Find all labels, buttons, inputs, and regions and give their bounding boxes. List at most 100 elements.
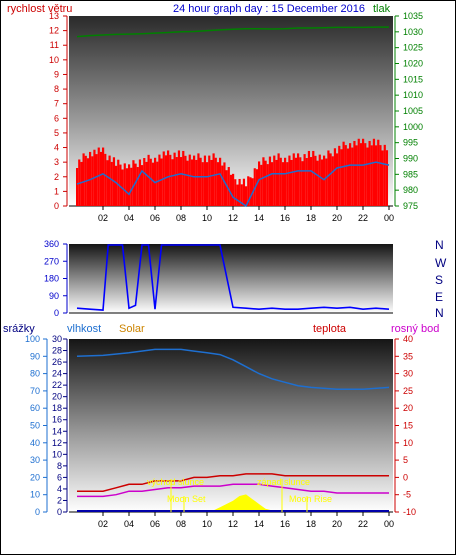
rain-y-tick-label: 18 [52,403,62,413]
wind-gust-bar [247,176,250,206]
wind-gust-bar [284,157,287,206]
pressure-y-tick-label: 1025 [403,43,423,53]
wind-gust-bar [210,159,213,206]
wind-speed-y-tick-label: 10 [49,55,59,65]
temperature-y-tick-label: 35 [403,351,413,361]
wind-gust-bar [379,145,382,206]
rain-y-tick-label: 30 [52,334,62,344]
wind-gust-bar [136,167,139,206]
wind-gust-bar [164,155,168,206]
wind-gust-bar [262,157,265,206]
pressure-y-tick-label: 1000 [403,122,423,132]
wind-gust-bar [288,155,291,206]
wind-gust-bar [355,145,358,206]
wind-gust-bar [206,162,209,206]
wind-gust-bar [238,178,241,206]
humidity-y-tick-label: 20 [30,472,40,482]
wind-gust-bar [86,158,90,206]
wind-gust-bar [195,159,198,206]
wind-gust-bar [225,170,228,206]
wind-gust-bar [134,163,137,206]
temperature-humidity-x-tick-label: 08 [176,519,186,529]
wind-gust-bar [184,155,187,206]
sunrise-annotation: východ slunce [147,477,204,487]
wind-gust-bar [281,162,285,206]
rain-axis-label: srážky [3,323,35,335]
wind-speed-y-tick-label: 13 [49,11,59,21]
temperature-y-tick-label: 15 [403,421,413,431]
direction-label-e: E [435,290,443,304]
wind-pressure-x-tick-label: 22 [358,213,368,223]
wind-gust-bar [303,154,306,206]
wind-gust-bar [149,158,152,206]
wind-gust-bar [119,164,122,206]
wind-gust-bar [338,145,341,206]
pressure-y-tick-label: 975 [403,201,418,211]
wind-gust-bar [95,154,98,206]
wind-gust-bar [312,150,315,206]
humidity-y-tick-label: 30 [30,455,40,465]
temperature-y-tick-label: 30 [403,369,413,379]
wind-gust-bar [203,155,207,206]
wind-speed-y-tick-label: 9 [54,69,59,79]
wind-gust-bar [258,161,261,206]
rain-y-tick-label: 4 [57,484,62,494]
wind-gust-bar [132,160,135,206]
wind-speed-y-tick-label: 3 [54,157,59,167]
wind-gust-bar [214,157,217,206]
rain-y-tick-label: 14 [52,426,62,436]
rain-y-tick-label: 20 [52,392,62,402]
wind-gust-bar [199,157,202,206]
wind-gust-bar [329,153,332,206]
wind-gust-bar [234,179,237,206]
temperature-humidity-x-tick-label: 20 [332,519,342,529]
wind-gust-bar [249,177,252,206]
rain-y-tick-label: 28 [52,346,62,356]
wind-speed-y-tick-label: 0 [54,201,59,211]
temperature-humidity-x-tick-label: 18 [306,519,316,529]
wind-pressure-x-tick-label: 18 [306,213,316,223]
temperature-humidity-x-tick-label: 16 [280,519,290,529]
wind-gust-bar [125,168,129,206]
wind-gust-bar [277,153,280,206]
rain-y-tick-label: 16 [52,415,62,425]
solar-axis-label: Solar [119,323,145,335]
humidity-y-tick-label: 0 [35,507,40,517]
wind-speed-axis-label: rychlost větru [7,3,72,15]
direction-y-tick-label: 180 [44,274,59,284]
temperature-y-tick-label: 20 [403,403,413,413]
wind-gust-bar [141,165,144,206]
wind-pressure-x-tick-label: 00 [384,213,394,223]
wind-gust-bar [236,184,239,206]
direction-y-tick-label: 360 [44,239,59,249]
rain-y-tick-label: 0 [57,507,62,517]
wind-gust-bar [91,156,94,206]
sunset-annotation: západ slunce [257,477,310,487]
humidity-line [76,348,390,390]
temperature-y-tick-label: -10 [403,507,416,517]
wind-gust-bar [167,150,170,206]
wind-gust-bar [305,158,308,206]
humidity-y-tick-label: 40 [30,438,40,448]
temperature-y-tick-label: 0 [403,472,408,482]
wind-gust-bar [208,155,211,206]
wind-gust-bar [370,145,373,206]
moon-rise-annotation: Moon Rise [289,494,332,504]
direction-label-w: W [435,256,447,270]
wind-gust-bar [372,138,376,206]
dew-point-line [77,483,389,498]
wind-gust-bar [336,153,339,206]
pressure-y-tick-label: 990 [403,154,418,164]
wind-gust-bar [299,157,302,206]
wind-gust-bar [385,150,389,206]
wind-gust-bar [344,145,347,206]
rain-y-tick-label: 8 [57,461,62,471]
pressure-y-tick-label: 1035 [403,11,423,21]
rain-y-tick-label: 2 [57,495,62,505]
wind-gust-bar [99,151,103,206]
wind-gust-bar [255,169,259,206]
wind-gust-bar [212,153,215,206]
wind-gust-bar [364,143,367,206]
wind-gust-bar [232,173,235,206]
